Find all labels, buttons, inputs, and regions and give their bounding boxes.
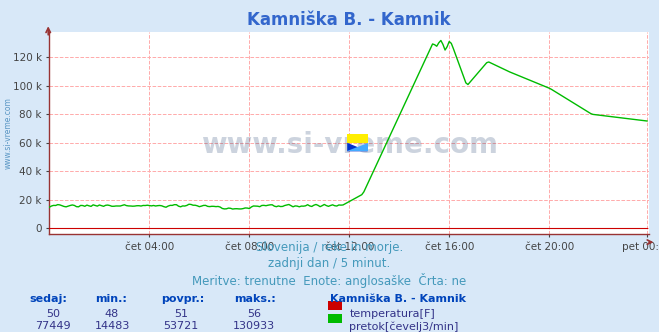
Bar bbox=[347, 134, 368, 143]
Text: sedaj:: sedaj: bbox=[30, 294, 67, 304]
Text: www.si-vreme.com: www.si-vreme.com bbox=[4, 97, 13, 169]
Text: maks.:: maks.: bbox=[234, 294, 275, 304]
Text: 130933: 130933 bbox=[233, 321, 275, 331]
Text: zadnji dan / 5 minut.: zadnji dan / 5 minut. bbox=[268, 257, 391, 270]
Text: 51: 51 bbox=[174, 309, 188, 319]
Text: 56: 56 bbox=[246, 309, 261, 319]
Title: Kamniška B. - Kamnik: Kamniška B. - Kamnik bbox=[248, 11, 451, 29]
Polygon shape bbox=[347, 143, 368, 151]
Text: 77449: 77449 bbox=[35, 321, 71, 331]
Text: 14483: 14483 bbox=[94, 321, 130, 331]
Text: 50: 50 bbox=[45, 309, 60, 319]
Text: temperatura[F]: temperatura[F] bbox=[349, 309, 435, 319]
Text: 53721: 53721 bbox=[163, 321, 199, 331]
Text: Slovenija / reke in morje.: Slovenija / reke in morje. bbox=[256, 241, 403, 254]
Text: www.si-vreme.com: www.si-vreme.com bbox=[201, 131, 498, 159]
Text: 48: 48 bbox=[105, 309, 119, 319]
Polygon shape bbox=[347, 143, 368, 151]
Text: povpr.:: povpr.: bbox=[161, 294, 205, 304]
Text: min.:: min.: bbox=[96, 294, 127, 304]
Text: Kamniška B. - Kamnik: Kamniška B. - Kamnik bbox=[330, 294, 465, 304]
Text: pretok[čevelj3/min]: pretok[čevelj3/min] bbox=[349, 321, 459, 332]
Text: Meritve: trenutne  Enote: anglosaške  Črta: ne: Meritve: trenutne Enote: anglosaške Črta… bbox=[192, 273, 467, 288]
